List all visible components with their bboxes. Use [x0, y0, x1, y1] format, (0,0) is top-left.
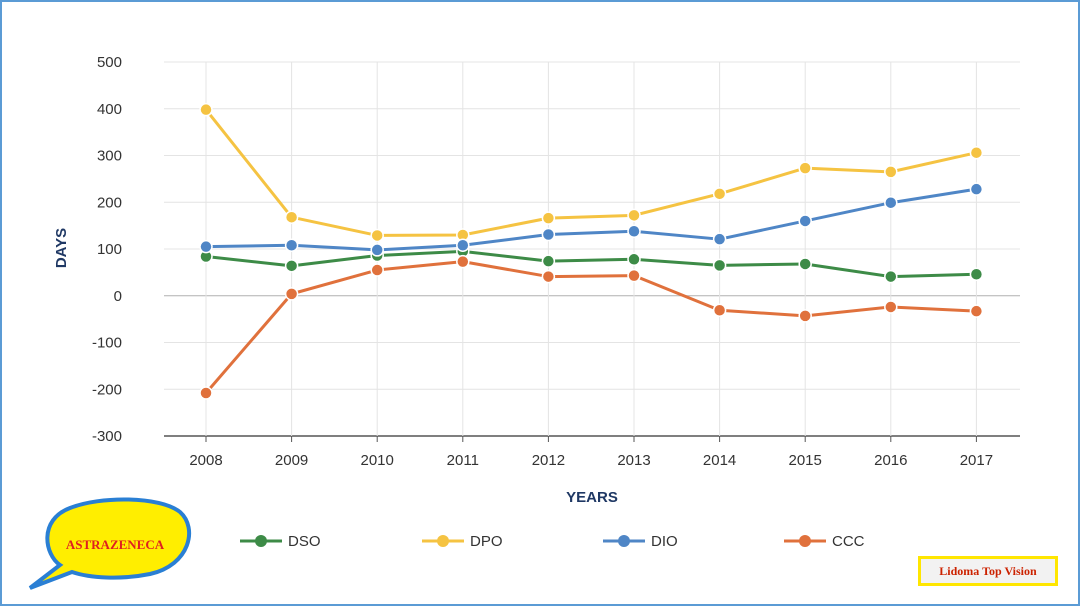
y-tick-label: 200: [97, 194, 122, 211]
x-tick-label: 2014: [703, 452, 736, 469]
series-points: [199, 102, 984, 400]
ccc-point: [884, 300, 898, 314]
dio-point: [456, 238, 470, 253]
dpo-point: [370, 228, 384, 243]
dso-point: [712, 258, 727, 273]
legend-label: DPO: [470, 533, 503, 550]
series-lines: [204, 108, 977, 394]
y-tick-labels: 500 400 300 200 100 0 -100 -200 -300: [92, 54, 122, 445]
dio-point: [370, 243, 384, 257]
x-tick-label: 2017: [960, 452, 993, 469]
ccc-point: [627, 268, 641, 283]
ccc-point: [284, 287, 299, 301]
legend-swatch-dot: [255, 535, 267, 547]
dso-point: [884, 269, 898, 284]
dpo-point: [541, 211, 556, 225]
ccc-point: [712, 303, 727, 317]
ccc-point: [456, 254, 470, 269]
dio-point: [884, 195, 898, 210]
lidoma-badge: Lidoma Top Vision: [918, 556, 1058, 586]
legend-item-dso: DSO: [240, 533, 321, 550]
y-tick-label: -300: [92, 428, 122, 445]
dio-point: [199, 239, 213, 254]
dio-series-line: [205, 187, 977, 252]
dio-point: [712, 232, 727, 246]
dpo-point: [627, 208, 641, 223]
y-tick-label: 100: [97, 241, 122, 258]
dso-point: [798, 257, 812, 271]
x-tick-label: 2016: [874, 452, 907, 469]
dso-point: [284, 259, 299, 273]
ccc-point: [370, 263, 384, 277]
x-tick-label: 2013: [617, 452, 650, 469]
dpo-point: [284, 210, 299, 224]
legend-label: CCC: [832, 533, 865, 550]
dio-point: [627, 224, 641, 238]
legend-swatch-dot: [618, 535, 630, 547]
dso-series-line: [205, 249, 977, 279]
legend-swatch-dot: [437, 535, 449, 547]
x-tick-labels: 2008 2009 2010 2011 2012 2013 2014 2015 2016 2017: [189, 452, 993, 469]
y-tick-label: 300: [97, 148, 122, 165]
dpo-point: [969, 145, 984, 160]
dpo-series-line: [204, 108, 977, 237]
dso-point: [627, 252, 641, 267]
y-tick-label: 0: [114, 288, 122, 305]
dio-point: [969, 182, 984, 196]
x-tick-label: 2008: [189, 452, 222, 469]
legend-item-ccc: CCC: [784, 533, 865, 550]
legend-item-dpo: DPO: [422, 533, 503, 550]
dpo-point: [884, 165, 898, 179]
x-tick-label: 2012: [532, 452, 565, 469]
ccc-point: [969, 304, 984, 318]
grid-lines: [164, 61, 1020, 442]
x-tick-label: 2011: [447, 452, 479, 469]
ccc-point: [541, 269, 556, 284]
callout-bubble: [28, 497, 192, 590]
legend: DSO DPO DIO CCC: [240, 533, 865, 550]
astrazeneca-callout: ASTRAZENECA: [28, 497, 192, 590]
legend-item-dio: DIO: [603, 533, 678, 550]
x-tick-label: 2010: [361, 452, 394, 469]
ccc-point: [199, 386, 213, 400]
dso-point: [541, 254, 556, 268]
x-axis-title: YEARS: [566, 489, 618, 506]
legend-label: DIO: [651, 533, 678, 550]
dpo-point: [798, 161, 812, 175]
y-axis-title: DAYS: [53, 228, 70, 268]
y-tick-label: -200: [92, 381, 122, 398]
dpo-point: [712, 187, 727, 201]
y-tick-label: 400: [97, 101, 122, 118]
dpo-point: [199, 102, 213, 117]
y-tick-label: 500: [97, 54, 122, 71]
ccc-series-line: [204, 260, 977, 394]
legend-swatch-dot: [799, 535, 811, 547]
dio-point: [284, 238, 299, 253]
dio-point: [798, 214, 812, 228]
legend-label: DSO: [288, 533, 321, 550]
x-tick-label: 2015: [789, 452, 822, 469]
ccc-point: [798, 309, 812, 323]
dio-point: [541, 227, 556, 242]
y-tick-label: -100: [92, 335, 122, 352]
x-tick-label: 2009: [275, 452, 308, 469]
callout-text: ASTRAZENECA: [66, 537, 165, 552]
dso-point: [969, 267, 984, 281]
